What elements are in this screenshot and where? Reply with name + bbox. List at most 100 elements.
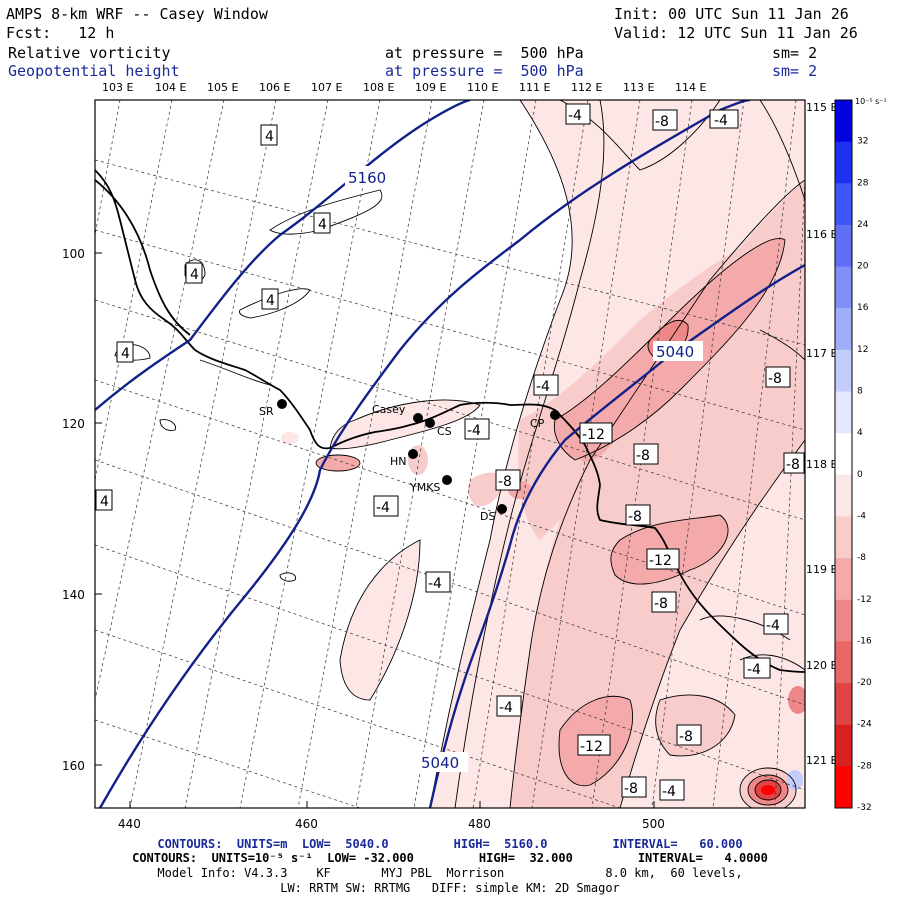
field2-level: at pressure = 500 hPa: [385, 62, 584, 80]
colorbar-label: 4: [857, 428, 863, 438]
svg-text:SR: SR: [259, 405, 274, 418]
svg-text:-4: -4: [747, 662, 761, 678]
station-ymks[interactable]: YMKS: [409, 475, 452, 494]
station-sr[interactable]: SR: [259, 399, 287, 418]
vort-label: 4: [261, 288, 279, 310]
svg-text:-8: -8: [768, 371, 782, 387]
vort-label: -8: [783, 452, 805, 474]
colorbar-swatch: [835, 766, 852, 809]
colorbar-label: -16: [857, 636, 872, 646]
vort-label: 4: [260, 124, 278, 146]
colorbar-label: -4: [857, 511, 866, 521]
lon-label-right: 121 E: [806, 754, 837, 767]
colorbar-label: -32: [857, 803, 872, 813]
svg-text:-4: -4: [766, 618, 780, 634]
svg-text:-4: -4: [376, 500, 390, 516]
colorbar-label: 28: [857, 178, 869, 188]
field1-level: at pressure = 500 hPa: [385, 44, 584, 62]
colorbar-label: 12: [857, 345, 868, 355]
colorbar-label: 20: [857, 262, 869, 272]
svg-text:-8: -8: [786, 457, 800, 473]
svg-text:-4: -4: [662, 784, 676, 800]
init-time: Init: 00 UTC Sun 11 Jan 26: [614, 5, 849, 23]
field2-smoothing: sm= 2: [772, 62, 818, 80]
colorbar-unit: 10⁻⁵ s⁻¹: [855, 97, 887, 106]
lon-label: 104 E: [155, 81, 186, 94]
x-tick-label: 440: [118, 817, 141, 831]
height-label: 5040: [421, 754, 459, 772]
height-label: 5040: [656, 343, 694, 361]
svg-text:Casey: Casey: [372, 403, 406, 416]
vort-label: -8: [651, 591, 677, 613]
lon-label: 114 E: [675, 81, 706, 94]
svg-text:CS: CS: [437, 425, 452, 438]
colorbar-swatch: [835, 516, 852, 559]
vort-label: -8: [765, 366, 791, 388]
svg-text:-4: -4: [428, 576, 442, 592]
svg-text:-4: -4: [714, 113, 728, 129]
y-tick-label: 160: [62, 759, 85, 773]
colorbar-swatch: [835, 433, 852, 476]
station-ds[interactable]: DS: [480, 504, 507, 523]
svg-text:CP: CP: [530, 417, 545, 430]
station-cs[interactable]: CS: [425, 418, 452, 438]
model-info: Model Info: V4.3.3 KF MYJ PBL Morrison 8…: [157, 866, 743, 880]
svg-text:-12: -12: [580, 739, 603, 755]
vort-label: 4: [116, 341, 134, 363]
lon-label: 105 E: [207, 81, 238, 94]
lon-label: 113 E: [623, 81, 654, 94]
vort-label: -8: [652, 109, 678, 131]
y-tick-label: 100: [62, 247, 85, 261]
vort-label: 4: [95, 489, 113, 511]
field1-smoothing: sm= 2: [772, 44, 818, 62]
colorbar-label: -12: [857, 595, 872, 605]
colorbar-swatch: [835, 599, 852, 642]
colorbar-swatch: [835, 100, 852, 143]
colorbar-swatch: [835, 141, 852, 184]
station-cp[interactable]: CP: [530, 410, 560, 430]
lon-label: 111 E: [519, 81, 550, 94]
map-title: AMPS 8-km WRF -- Casey Window: [6, 5, 268, 23]
vort-label: -12: [577, 734, 611, 756]
colorbar-swatch: [835, 724, 852, 767]
vort-label: -12: [646, 548, 680, 570]
graticule: [95, 100, 805, 808]
x-tick-label: 480: [468, 817, 491, 831]
vort-label: -8: [621, 776, 647, 798]
vort-label: -4: [763, 613, 789, 635]
vort-label: -4: [659, 779, 685, 801]
physics-info: LW: RRTM SW: RRTMG DIFF: simple KM: 2D S…: [280, 881, 620, 895]
colorbar: 32 28 24 20 16 12 8 4 0 -4 -8 -12 -16 -20 -24 -28 -32: [834, 99, 872, 813]
vort-label: -4: [709, 109, 739, 129]
colorbar-label: -28: [857, 761, 872, 771]
colorbar-label: -24: [857, 720, 872, 730]
vort-label: -4: [496, 695, 522, 717]
station-casey[interactable]: Casey: [372, 403, 423, 423]
colorbar-swatch: [835, 558, 852, 601]
lon-label: 109 E: [415, 81, 446, 94]
svg-text:4: 4: [266, 293, 275, 309]
lon-label-right: 118 E: [806, 458, 837, 471]
svg-text:-4: -4: [467, 423, 481, 439]
svg-text:4: 4: [265, 129, 274, 145]
colorbar-label: -20: [857, 678, 872, 688]
vort-label: -4: [565, 103, 591, 125]
height-contours: [95, 100, 805, 808]
colorbar-label: -8: [857, 553, 866, 563]
lon-label-right: 120 E: [806, 659, 837, 672]
svg-text:-8: -8: [624, 781, 638, 797]
svg-text:YMKS: YMKS: [409, 481, 440, 494]
colorbar-label: 24: [857, 220, 869, 230]
colorbar-swatch: [835, 641, 852, 684]
colorbar-swatch: [835, 266, 852, 309]
svg-text:DS: DS: [480, 510, 495, 523]
svg-text:-8: -8: [498, 474, 512, 490]
vort-label: 4: [185, 262, 203, 284]
vort-label: -8: [625, 504, 651, 526]
vort-label: 4: [313, 212, 331, 234]
height-contour-info: CONTOURS: UNITS=m LOW= 5040.0 HIGH= 5160…: [157, 837, 743, 851]
x-tick-label: 460: [295, 817, 318, 831]
station-hn[interactable]: HN: [390, 449, 418, 468]
colorbar-label: 0: [857, 470, 863, 480]
